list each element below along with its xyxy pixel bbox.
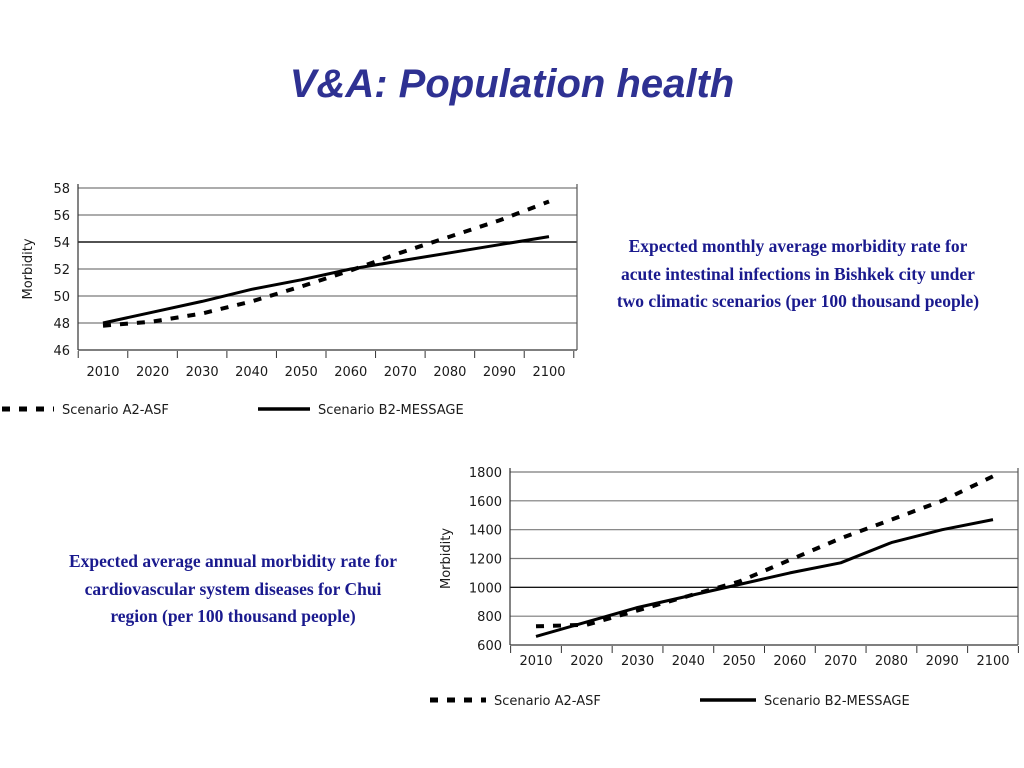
y-axis-title: Morbidity [21, 238, 36, 299]
x-tick-label: 2100 [976, 654, 1009, 669]
y-tick-label: 52 [53, 263, 70, 278]
y-tick-label: 1800 [469, 466, 502, 481]
y-tick-label: 1200 [469, 553, 502, 568]
x-tick-label: 2100 [532, 365, 565, 380]
x-tick-label: 2050 [723, 654, 756, 669]
y-tick-label: 46 [53, 344, 70, 359]
legend-label: Scenario B2-MESSAGE [318, 403, 464, 418]
x-tick-label: 2040 [672, 654, 705, 669]
x-tick-label: 2090 [483, 365, 516, 380]
legend-label: Scenario B2-MESSAGE [764, 694, 910, 709]
x-tick-label: 2010 [86, 365, 119, 380]
series-line-a2-asf [102, 199, 550, 328]
x-tick-label: 2090 [926, 654, 959, 669]
y-axis-title: Morbidity [439, 528, 454, 589]
x-tick-label: 2070 [824, 654, 857, 669]
chart-cardiovascular: 600 800 1000 1200 1400 1600 1800 2010 2020 2030 20… [430, 466, 1019, 709]
x-tick-label: 2060 [334, 365, 367, 380]
y-tick-label: 56 [53, 209, 70, 224]
legend-label: Scenario A2-ASF [494, 694, 601, 709]
y-tick-label: 1400 [469, 524, 502, 539]
x-tick-label: 2080 [875, 654, 908, 669]
series-line-a2-asf [535, 474, 994, 629]
y-tick-label: 800 [477, 610, 502, 625]
x-tick-label: 2060 [773, 654, 806, 669]
x-tick-label: 2040 [235, 365, 268, 380]
chart-2-caption: Expected average annual morbidity rate f… [68, 551, 398, 626]
y-tick-label: 48 [53, 317, 70, 332]
x-tick-label: 2030 [621, 654, 654, 669]
y-tick-label: 54 [53, 236, 70, 251]
x-tick-label: 2030 [186, 365, 219, 380]
series-line-b2-message [102, 235, 550, 325]
series-line-b2-message [535, 518, 994, 638]
x-tick-label: 2070 [384, 365, 417, 380]
x-tick-label: 2050 [285, 365, 318, 380]
x-tick-label: 2080 [433, 365, 466, 380]
y-tick-label: 1000 [469, 581, 502, 596]
y-tick-label: 50 [53, 290, 70, 305]
y-tick-label: 600 [477, 639, 502, 654]
chart-1-caption: Expected monthly average morbidity rate … [616, 236, 980, 311]
x-tick-label: 2020 [136, 365, 169, 380]
x-tick-label: 2010 [519, 654, 552, 669]
y-tick-label: 58 [53, 182, 70, 197]
x-tick-label: 2020 [570, 654, 603, 669]
chart-intestinal-infections: 46 48 50 52 54 56 58 2010 2020 2030 2040 2050 2060 20… [2, 182, 578, 418]
legend-label: Scenario A2-ASF [62, 403, 169, 418]
y-tick-label: 1600 [469, 495, 502, 510]
slide-title: V&A: Population health [289, 62, 735, 106]
